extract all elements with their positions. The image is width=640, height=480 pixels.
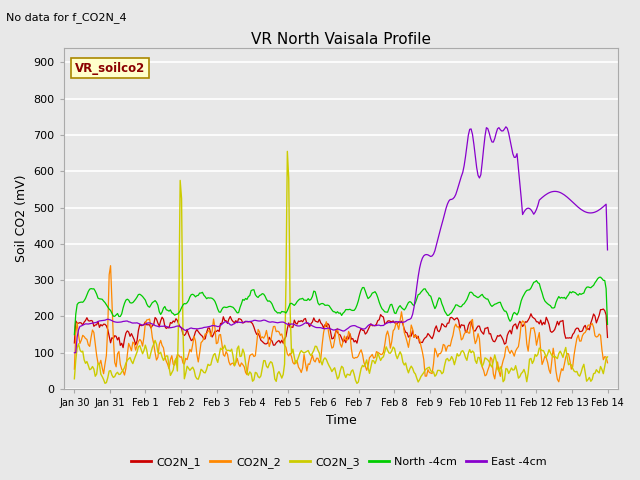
- Legend: CO2N_1, CO2N_2, CO2N_3, North -4cm, East -4cm: CO2N_1, CO2N_2, CO2N_3, North -4cm, East…: [127, 452, 552, 472]
- Title: VR North Vaisala Profile: VR North Vaisala Profile: [251, 32, 431, 47]
- Y-axis label: Soil CO2 (mV): Soil CO2 (mV): [15, 175, 28, 262]
- Text: VR_soilco2: VR_soilco2: [75, 61, 145, 74]
- X-axis label: Time: Time: [326, 414, 356, 427]
- Text: No data for f_CO2N_4: No data for f_CO2N_4: [6, 12, 127, 23]
